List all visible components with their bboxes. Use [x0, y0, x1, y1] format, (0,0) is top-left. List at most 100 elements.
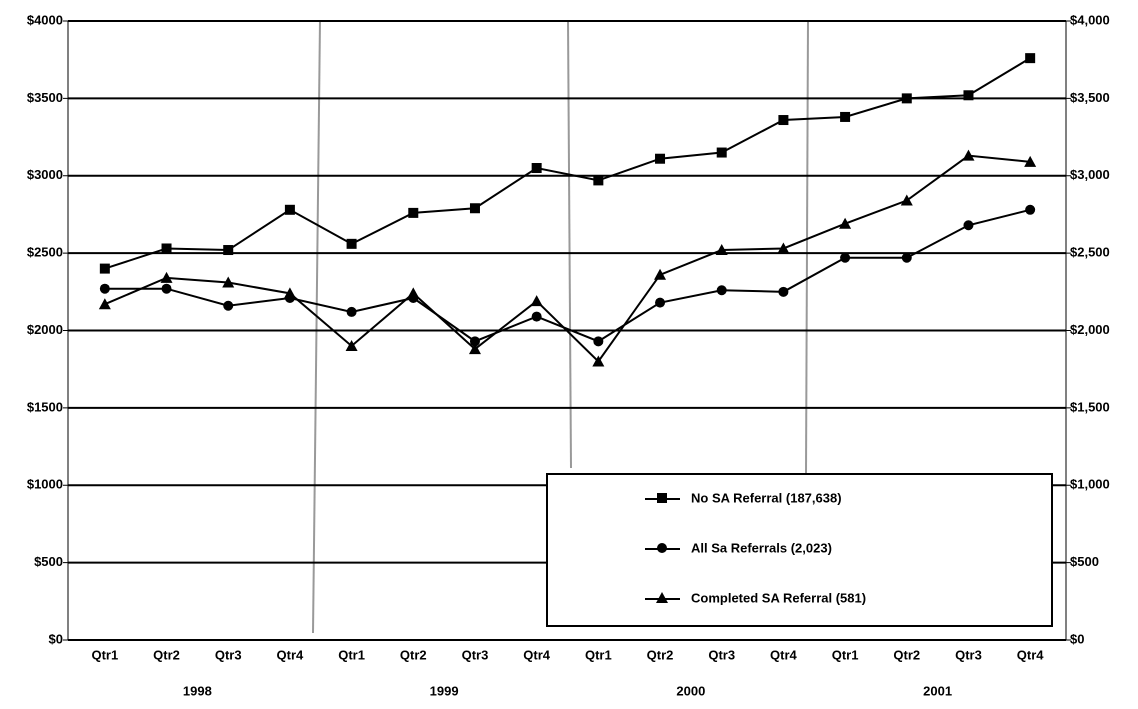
marker	[655, 153, 666, 164]
year-separators	[312, 19, 809, 634]
marker	[592, 355, 605, 367]
y-tick-label: $1000	[27, 477, 63, 492]
x-tick-label: Qtr3	[708, 647, 735, 662]
y2-tick-label: $0	[1070, 631, 1084, 646]
marker	[223, 300, 234, 311]
y2-tick-label: $3,000	[1070, 167, 1110, 182]
x-tick-label: Qtr1	[585, 647, 612, 662]
marker	[715, 244, 728, 256]
marker	[1025, 53, 1036, 64]
x-tick-label: Qtr3	[462, 647, 489, 662]
x-tick-label: Qtr1	[832, 647, 859, 662]
marker	[161, 243, 172, 254]
marker	[346, 306, 357, 317]
legend-box	[546, 473, 1053, 627]
marker	[839, 217, 852, 229]
marker	[962, 149, 975, 161]
legend-label: No SA Referral (187,638)	[691, 490, 842, 505]
y-tick-label: $2000	[27, 322, 63, 337]
marker	[1024, 155, 1037, 167]
marker	[284, 204, 295, 215]
marker	[223, 245, 234, 256]
y2-tick-label: $2,500	[1070, 245, 1110, 260]
marker	[345, 339, 358, 351]
marker	[654, 268, 667, 280]
marker	[657, 543, 667, 553]
marker	[99, 283, 110, 294]
year-label: 2001	[923, 683, 952, 698]
y2-tick-label: $2,000	[1070, 322, 1110, 337]
series-line	[104, 208, 1031, 343]
x-tick-label: Qtr4	[277, 647, 305, 662]
marker	[530, 295, 543, 307]
marker	[469, 336, 480, 347]
x-tick-label: Qtr4	[523, 647, 551, 662]
x-tick-label: Qtr4	[770, 647, 798, 662]
marker	[408, 207, 419, 218]
marker	[716, 147, 727, 158]
separator	[805, 19, 809, 475]
year-label: 2000	[676, 683, 705, 698]
separator	[312, 19, 321, 634]
y-tick-label: $3000	[27, 167, 63, 182]
separator	[567, 19, 572, 469]
y-tick-label: $4000	[27, 12, 63, 27]
marker	[655, 297, 666, 308]
y2-tick-label: $3,500	[1070, 90, 1110, 105]
y-tick-label: $2500	[27, 245, 63, 260]
legend-label: Completed SA Referral (581)	[691, 590, 866, 605]
y2-tick-label: $1,000	[1070, 477, 1110, 492]
legend: No SA Referral (187,638) All Sa Referrals…	[546, 473, 1053, 627]
marker	[778, 115, 789, 126]
series-line	[104, 57, 1031, 270]
marker	[531, 163, 542, 174]
marker	[593, 336, 604, 347]
marker	[901, 252, 912, 263]
x-tick-label: Qtr4	[1017, 647, 1045, 662]
marker	[469, 203, 480, 214]
y-tick-label: $0	[49, 631, 63, 646]
x-tick-label: Qtr1	[338, 647, 365, 662]
marker	[1025, 204, 1036, 215]
marker	[161, 283, 172, 294]
marker	[716, 285, 727, 296]
marker	[840, 111, 851, 122]
marker	[777, 242, 790, 254]
marker	[98, 298, 111, 310]
marker	[840, 252, 851, 263]
marker	[778, 286, 789, 297]
marker	[468, 343, 481, 355]
x-tick-label: Qtr3	[215, 647, 242, 662]
y-tick-label: $1500	[27, 399, 63, 414]
y2-tick-label: $1,500	[1070, 399, 1110, 414]
marker	[99, 263, 110, 274]
year-label: 1998	[183, 683, 212, 698]
marker	[656, 592, 668, 603]
marker	[963, 220, 974, 231]
y2-tick-label: $4,000	[1070, 12, 1110, 27]
y-tick-label: $500	[34, 554, 63, 569]
y2-tick-label: $500	[1070, 554, 1099, 569]
marker	[407, 287, 420, 299]
x-tick-label: Qtr2	[400, 647, 427, 662]
marker	[531, 311, 542, 322]
marker	[593, 175, 604, 186]
legend-label: All Sa Referrals (2,023)	[691, 540, 832, 555]
x-tick-label: Qtr2	[153, 647, 180, 662]
x-tick-label: Qtr3	[955, 647, 982, 662]
x-tick-label: Qtr2	[893, 647, 920, 662]
marker	[160, 271, 173, 283]
marker	[900, 194, 913, 206]
marker	[901, 93, 912, 104]
x-tick-label: Qtr1	[91, 647, 118, 662]
series-line	[104, 154, 1031, 363]
marker	[657, 493, 667, 503]
marker	[963, 90, 974, 101]
x-tick-label: Qtr2	[647, 647, 674, 662]
marker	[222, 276, 235, 288]
marker	[283, 287, 296, 299]
marker	[346, 238, 357, 249]
year-label: 1999	[430, 683, 459, 698]
